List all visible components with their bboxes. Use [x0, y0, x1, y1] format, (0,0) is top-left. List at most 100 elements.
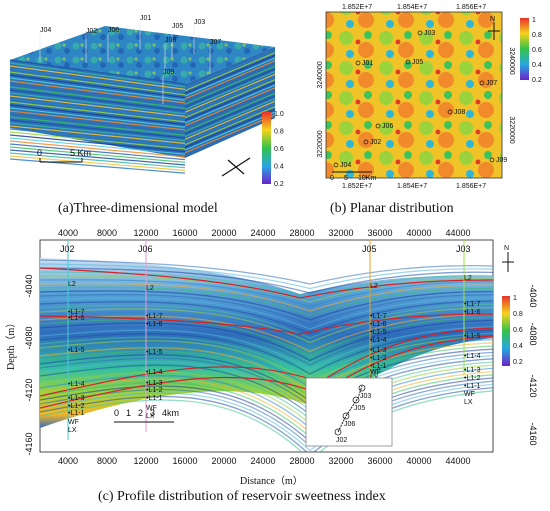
colorbar-c-tick: 0.8	[513, 311, 523, 318]
well-label-j08: J08	[165, 37, 176, 44]
well-marker	[375, 123, 381, 129]
top-tick: 16000	[172, 228, 197, 238]
well-label-j09: J09	[163, 69, 174, 76]
layer-label: •L1-5	[464, 333, 481, 340]
scale-label-zero: 0	[37, 148, 42, 158]
orientation-arrows-icon	[221, 157, 251, 177]
colorbar-b-tick: 0.2	[532, 77, 542, 84]
map-y-tick-right: 3220000	[508, 116, 515, 143]
colorbar-b-tick: 0.4	[532, 62, 542, 69]
left-depth-tick: -4080	[24, 326, 34, 349]
well-label-j06: J06	[108, 27, 119, 34]
scale-c-label: 4km	[162, 408, 179, 418]
colorbar-c-tick: 0.4	[513, 343, 523, 350]
colorbar-c	[502, 296, 510, 366]
north-arrow-icon-c	[502, 252, 514, 272]
map-x-tick-bottom: 1.852E+7	[342, 183, 372, 190]
layer-label: •L1-7	[68, 309, 85, 316]
left-depth-tick: -4040	[24, 274, 34, 297]
layer-label: LX	[146, 413, 155, 420]
layer-label: LX	[68, 427, 77, 434]
layer-label: •L1-6	[68, 315, 85, 322]
top-tick: 12000	[133, 228, 158, 238]
layer-label: •L1-1	[370, 363, 387, 370]
scale-b-label: 0	[330, 175, 334, 182]
scale-b-label: 5	[344, 175, 348, 182]
colorbar-a-tick: 0.8	[274, 129, 284, 136]
profile-well-j06: J06	[138, 244, 153, 254]
layer-label: L2	[370, 283, 378, 290]
top-tick: 20000	[211, 228, 236, 238]
block-top-face	[10, 26, 275, 84]
colorbar-c-tick: 0.6	[513, 327, 523, 334]
north-arrow-icon	[488, 22, 500, 40]
top-tick: 32000	[328, 228, 353, 238]
layer-label: LX	[464, 399, 473, 406]
scale-c-label: 2	[138, 408, 143, 418]
layer-label: •L1-6	[464, 309, 481, 316]
bottom-tick: 20000	[211, 456, 236, 466]
map-x-tick-top: 1.856E+7	[456, 4, 486, 11]
colorbar-b-tick: 0.6	[532, 47, 542, 54]
layer-label: •L1-5	[370, 329, 387, 336]
bottom-tick: 16000	[172, 456, 197, 466]
colorbar-a-tick: 1.0	[274, 111, 284, 118]
inset-well-marker	[334, 428, 342, 436]
layer-label: •L1-2	[464, 375, 481, 382]
layer-label: WF	[464, 391, 475, 398]
well-label-j06: J06	[382, 123, 393, 130]
bottom-tick: 28000	[289, 456, 314, 466]
layer-label: •L1-1	[68, 410, 85, 417]
layer-label: •L1-6	[146, 321, 163, 328]
bottom-tick: 44000	[445, 456, 470, 466]
layer-label: L2	[464, 275, 472, 282]
bottom-tick: 24000	[250, 456, 275, 466]
layer-label: •L1-1	[464, 383, 481, 390]
top-tick: 44000	[445, 228, 470, 238]
well-label-j03: J03	[424, 30, 435, 37]
well-label-j01: J01	[362, 60, 373, 67]
top-tick: 8000	[97, 228, 117, 238]
map-x-tick-bottom: 1.854E+7	[397, 183, 427, 190]
y-axis-label: Depth（m）	[5, 318, 17, 370]
colorbar-b-tick: 1	[532, 17, 536, 24]
top-tick: 24000	[250, 228, 275, 238]
inset-well-j02: J02	[336, 437, 347, 444]
scale-c-label: 1	[126, 408, 131, 418]
profile-well-j03: J03	[456, 244, 471, 254]
inset-well-j06: J06	[344, 421, 355, 428]
well-label-j09: J09	[496, 157, 507, 164]
planar-map	[325, 11, 503, 179]
layer-label: •L1-3	[146, 380, 163, 387]
layer-label: •L1-2	[146, 387, 163, 394]
bottom-tick: 32000	[328, 456, 353, 466]
block-front-face	[9, 59, 186, 174]
colorbar-b-tick: 0.8	[532, 32, 542, 39]
layer-label: •L1-4	[146, 369, 163, 376]
right-depth-tick: -4040	[528, 284, 538, 307]
well-label-j02: J02	[86, 28, 97, 35]
top-tick: 28000	[289, 228, 314, 238]
north-label: N	[490, 16, 495, 23]
right-depth-tick: -4080	[528, 322, 538, 345]
layer-label: •L1-2	[68, 403, 85, 410]
left-depth-tick: -4120	[24, 378, 34, 401]
scale-c-label: 0	[114, 408, 119, 418]
inset-well-j05: J05	[354, 405, 365, 412]
right-depth-tick: -4120	[528, 374, 538, 397]
well-marker	[417, 30, 423, 36]
well-marker	[447, 109, 453, 115]
inset-well-marker	[358, 384, 366, 392]
well-label-j02: J02	[370, 139, 381, 146]
layer-label: •L1-4	[370, 337, 387, 344]
layer-label: •L1-5	[146, 349, 163, 356]
well-label-j01: J01	[140, 15, 151, 22]
layer-label: WF	[146, 405, 157, 412]
well-marker	[355, 60, 361, 66]
layer-label: L2	[68, 281, 76, 288]
caption-a: (a)Three-dimensional model	[58, 201, 218, 216]
colorbar-a-tick: 0.2	[274, 181, 284, 188]
colorbar-a-tick: 0.6	[274, 146, 284, 153]
well-marker	[333, 162, 339, 168]
layer-label: •L1-7	[464, 301, 481, 308]
